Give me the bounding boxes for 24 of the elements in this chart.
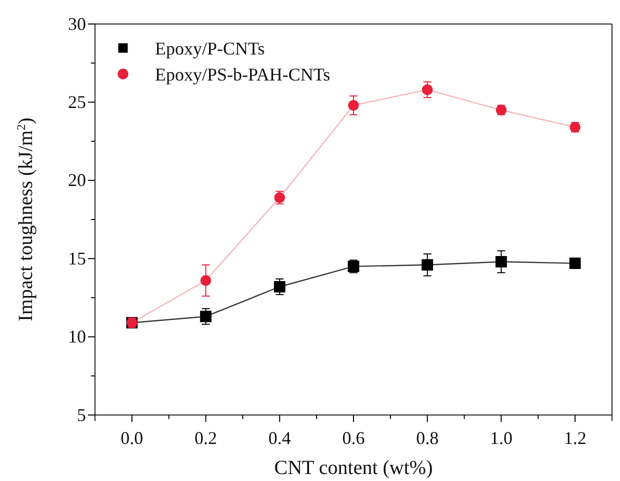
point: [274, 281, 286, 292]
y-tick-label: 15: [68, 248, 86, 268]
x-axis-title: CNT content (wt%): [274, 457, 433, 479]
y-tick-label: 25: [68, 92, 86, 112]
point: [496, 256, 507, 268]
point: [348, 100, 359, 111]
point: [569, 258, 581, 269]
x-tick-label: 1.2: [564, 428, 586, 448]
y-tick-label: 5: [77, 404, 86, 425]
x-tick-label: 0.6: [342, 428, 365, 448]
legend-label: Epoxy/PS-b-PAH-CNTs: [155, 64, 330, 84]
y-tick-label: 30: [68, 14, 86, 34]
y-tick-label: 20: [68, 170, 86, 190]
point: [422, 84, 433, 96]
x-tick-label: 0.2: [194, 428, 218, 448]
x-tick-label: 0.8: [416, 428, 439, 448]
x-tick-label: 0.4: [268, 428, 291, 448]
legend-label: Epoxy/P-CNTs: [155, 38, 265, 58]
point: [200, 275, 212, 286]
x-tick-label: 1.0: [490, 428, 512, 448]
y-tick-label: 10: [68, 326, 86, 347]
point: [200, 310, 212, 322]
point: [422, 259, 434, 271]
x-tick-label: 0.0: [120, 428, 144, 448]
